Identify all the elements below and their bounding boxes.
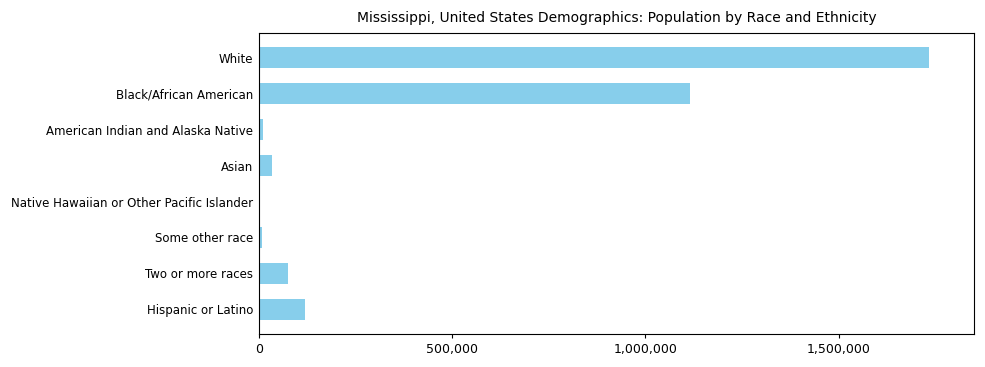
Title: Mississippi, United States Demographics: Population by Race and Ethnicity: Mississippi, United States Demographics:… (357, 11, 876, 25)
Bar (259, 227, 262, 248)
Bar (259, 263, 288, 284)
Bar (259, 83, 690, 105)
Bar (259, 119, 263, 141)
Bar (259, 299, 305, 320)
Bar (259, 155, 272, 177)
Bar (259, 47, 930, 69)
Bar (259, 191, 260, 212)
